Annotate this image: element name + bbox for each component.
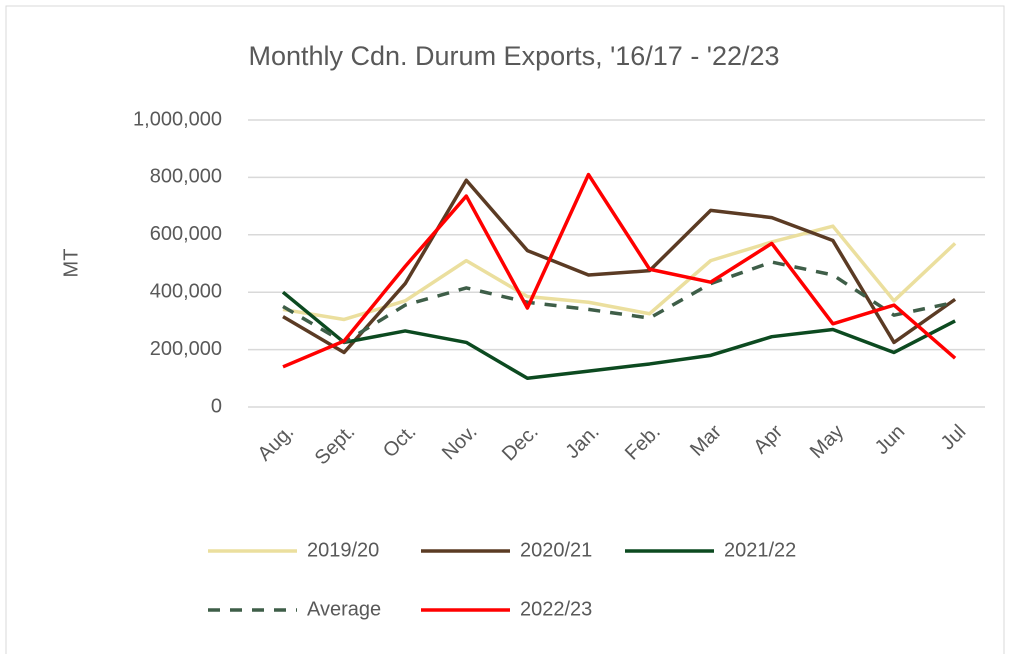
series-line xyxy=(281,290,956,381)
series-line xyxy=(282,178,957,355)
series-line xyxy=(282,224,957,322)
y-tick-label: 200,000 xyxy=(150,338,222,360)
series-line xyxy=(282,260,956,345)
y-tick-label: 1,000,000 xyxy=(133,108,222,130)
chart-frame xyxy=(5,5,1005,654)
legend-label: Average xyxy=(307,598,381,620)
series-line xyxy=(282,172,957,369)
y-tick-label: 0 xyxy=(211,395,222,417)
legend-label: 2021/22 xyxy=(724,539,796,561)
legend-label: 2020/21 xyxy=(520,539,592,561)
y-tick-label: 400,000 xyxy=(150,280,222,302)
y-axis-label: MT xyxy=(60,249,82,278)
y-tick-label: 800,000 xyxy=(150,166,222,188)
y-tick-label: 600,000 xyxy=(150,223,222,245)
legend-label: 2019/20 xyxy=(307,539,379,561)
chart-title: Monthly Cdn. Durum Exports, '16/17 - '22… xyxy=(248,41,779,71)
legend-label: 2022/23 xyxy=(520,598,592,620)
